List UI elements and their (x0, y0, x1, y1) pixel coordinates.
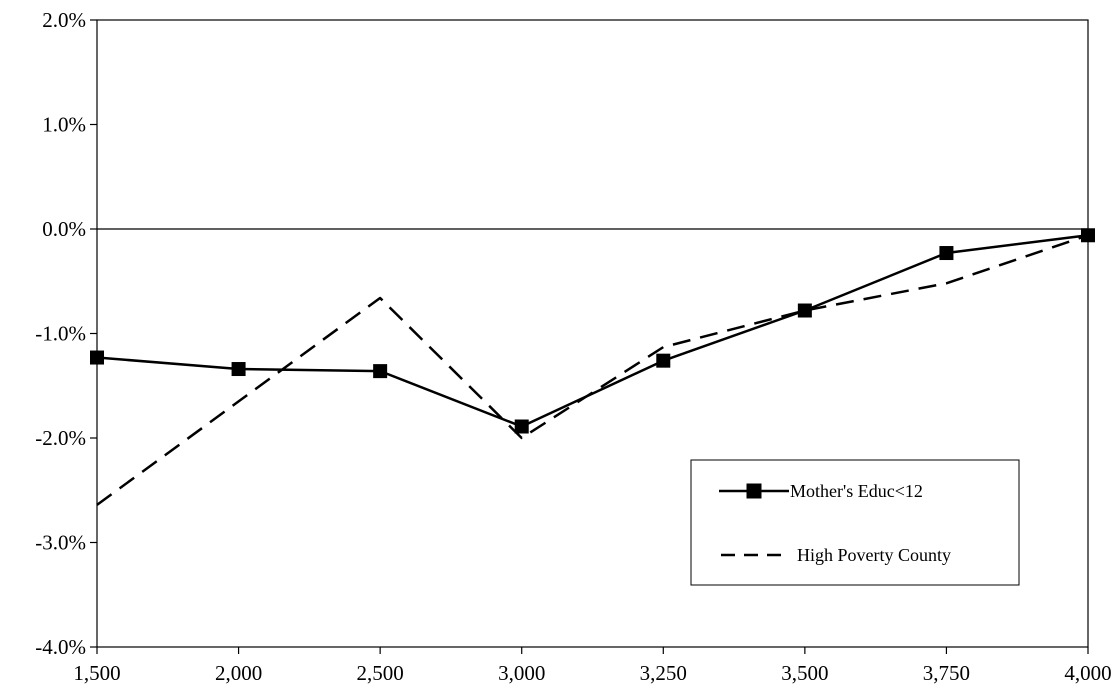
data-point-marker (373, 364, 388, 379)
series-line-mothers-educ (96, 234, 1089, 428)
x-tick-label: 3,750 (923, 661, 970, 685)
x-tick-label: 1,500 (73, 661, 120, 685)
x-tick-label: 3,500 (781, 661, 828, 685)
x-tick-label: 3,250 (640, 661, 687, 685)
legend-label-series-1: Mother's Educ<12 (790, 481, 923, 501)
legend-marker-square (746, 483, 762, 499)
legend: Mother's Educ<12 High Poverty County (690, 459, 1020, 586)
y-tick-label: -4.0% (35, 635, 86, 659)
legend-label-series-2: High Poverty County (797, 545, 951, 565)
y-tick-label: 1.0% (42, 113, 86, 137)
data-point-marker (1081, 228, 1095, 243)
data-point-marker (939, 246, 954, 261)
legend-box (690, 459, 1020, 586)
data-point-marker (797, 303, 812, 318)
data-point-marker (514, 419, 529, 434)
data-point-marker (656, 353, 671, 368)
y-tick-label: -3.0% (35, 531, 86, 555)
x-tick-label: 4,000 (1064, 661, 1111, 685)
y-tick-label: -1.0% (35, 322, 86, 346)
data-point-marker (231, 362, 246, 377)
series-layer (90, 228, 1095, 506)
y-tick-label: -2.0% (35, 426, 86, 450)
x-tick-label: 2,500 (357, 661, 404, 685)
x-axis: 1,500 2,000 2,500 3,000 3,250 3,500 3,750 4,000 (73, 647, 1112, 685)
data-point-marker (90, 350, 104, 365)
y-axis: -4.0% -3.0% -2.0% -1.0% 0.0% 1.0% 2.0% (35, 8, 97, 659)
y-tick-label: 0.0% (42, 217, 86, 241)
x-tick-label: 3,000 (498, 661, 545, 685)
y-tick-label: 2.0% (42, 8, 86, 32)
x-tick-label: 2,000 (215, 661, 262, 685)
